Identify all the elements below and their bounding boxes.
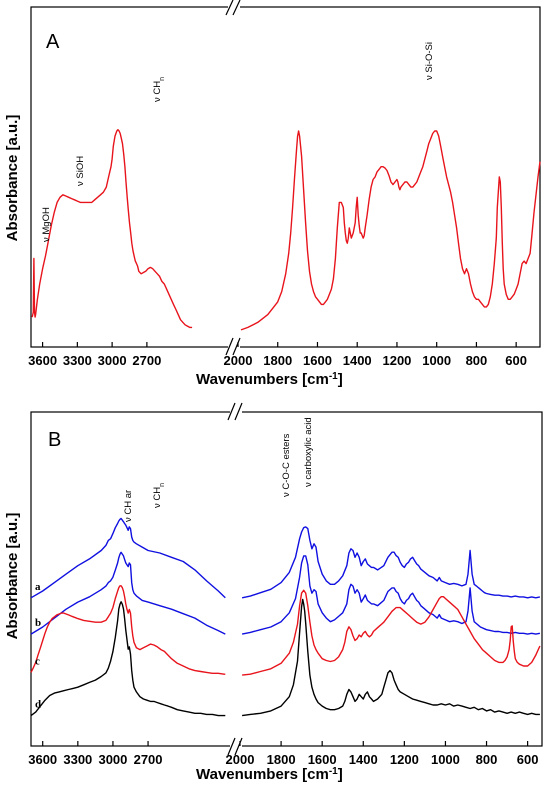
annotation-mgoh: ν MgOH [41, 207, 52, 242]
panel-b-x-ticks: 3600 3300 3000 2700 2000 1800 1600 1400 1200 1000… [28, 741, 538, 767]
annotation-ch: ν CHn [152, 77, 166, 102]
series-line-a-seg1 [241, 526, 541, 599]
x-tick-label: 1600 [308, 752, 337, 767]
series-line-c-seg1 [242, 589, 541, 676]
x-tick-label: 600 [505, 353, 527, 368]
panel-a-plot-frame [30, 6, 541, 348]
trace-label-d: d [35, 699, 41, 711]
x-tick-label: 1000 [422, 353, 451, 368]
series-line-d-seg1 [241, 598, 540, 717]
x-tick-label: 1200 [382, 353, 411, 368]
panel-a-x-ticks: 3600 3300 3000 2700 2000 1800 1600 1400 1200 1000… [28, 342, 527, 368]
panel-b-plot-frame [30, 411, 543, 747]
x-tick-label: 800 [476, 752, 498, 767]
x-tick-label: 2700 [134, 752, 163, 767]
x-tick-label: 600 [517, 752, 539, 767]
x-tick-label: 3600 [28, 752, 57, 767]
panel-a-x-axis-title: Wavenumbers [cm-1] [196, 371, 343, 389]
panel-b-x-axis-title: Wavenumbers [cm-1] [196, 766, 343, 784]
annotation-c-o-c-esters: ν C-O-C esters [281, 433, 292, 497]
x-tick-label: 3000 [98, 752, 127, 767]
x-tick-label: 2000 [224, 353, 253, 368]
x-tick-label: 2700 [132, 353, 161, 368]
annotation-ch-ar: ν CH ar [123, 490, 134, 522]
x-tick-label: 1800 [263, 353, 292, 368]
series-line-d-seg0 [30, 601, 226, 717]
series-line-b-seg0 [30, 551, 226, 635]
panel-a-label: A [46, 31, 60, 53]
x-tick-label: 1400 [349, 752, 378, 767]
x-tick-label: 3300 [63, 353, 92, 368]
trace-label-c: c [35, 655, 40, 667]
x-tick-label: 1800 [267, 752, 296, 767]
x-tick-label: 1400 [343, 353, 372, 368]
x-tick-label: 1600 [303, 353, 332, 368]
x-tick-label: 3000 [98, 353, 127, 368]
panel-b: 3600 3300 3000 2700 2000 1800 1600 1400 1200 1000… [4, 402, 543, 784]
annotation-carboxylic-acid: ν carboxylic acid [303, 417, 314, 487]
annotation-si-o-si: ν Si-O-Si [424, 42, 435, 80]
panel-b-series [30, 517, 541, 717]
panel-a-axis-break [225, 0, 241, 356]
panel-a: 3600 3300 3000 2700 2000 1800 1600 1400 1200 1000… [4, 0, 541, 389]
x-tick-label: 1200 [390, 752, 419, 767]
panel-b-trace-labels: a b c d [35, 581, 41, 711]
x-tick-label: 2000 [226, 752, 255, 767]
series-line-c-seg0 [30, 585, 226, 675]
annotation-sioh: ν SiOH [75, 156, 86, 186]
panel-a-series [31, 129, 541, 331]
x-tick-label: 3600 [28, 353, 57, 368]
panel-b-axis-break [227, 402, 243, 756]
x-tick-label: 1000 [431, 752, 460, 767]
series-line-seg0 [31, 129, 193, 329]
x-tick-label: 800 [466, 353, 488, 368]
panel-a-y-axis-title: Absorbance [a.u.] [4, 115, 21, 242]
panel-b-y-axis-title: Absorbance [a.u.] [4, 513, 21, 640]
trace-label-b: b [35, 617, 41, 629]
series-line-a-seg0 [30, 517, 226, 599]
panel-b-label: B [48, 429, 61, 451]
annotation-ch-b: ν CHn [152, 483, 166, 508]
series-line-seg1 [240, 130, 541, 331]
trace-label-a: a [35, 581, 41, 593]
x-tick-label: 3300 [63, 752, 92, 767]
series-line-b-seg1 [241, 555, 541, 635]
